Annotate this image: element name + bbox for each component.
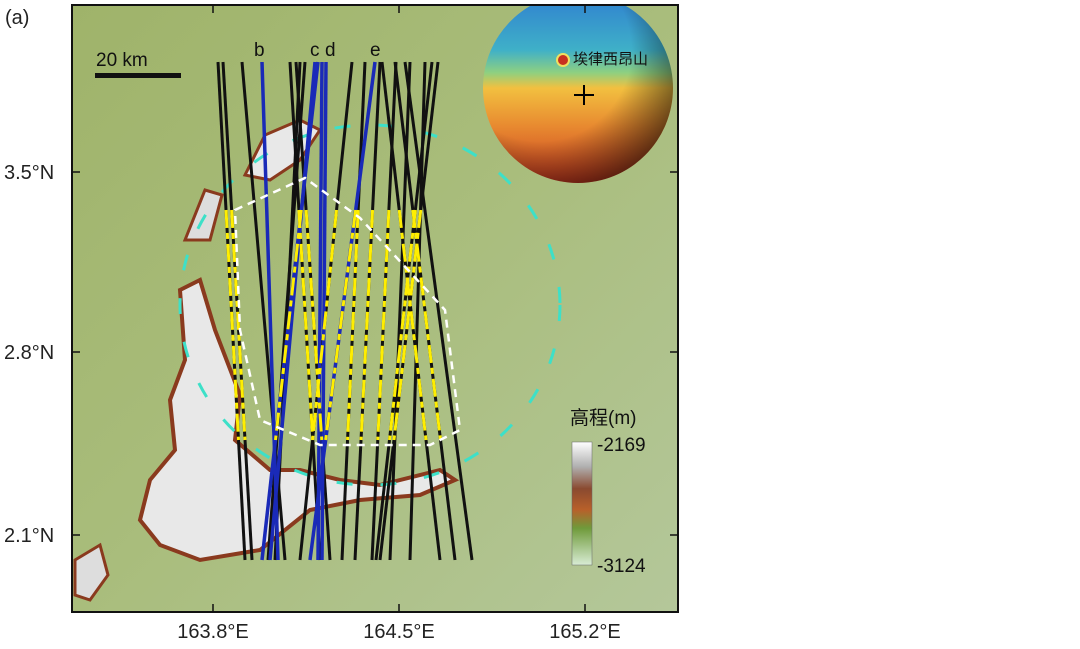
track-label: c [310,40,320,61]
colorbar-title: 高程(m) [570,407,636,429]
globe-label: 埃律西昂山 [573,51,648,68]
scale-bar-label: 20 km [96,50,148,71]
lat-label: 2.8°N [4,342,54,364]
detection-segment [397,209,428,441]
terrain-ridge [73,542,110,602]
detection-segment [274,209,303,441]
track [340,61,367,561]
track [380,61,442,561]
frame-ticks [72,5,678,612]
detection-segment [304,209,324,441]
track [216,61,247,561]
track [388,61,412,561]
colorbar-min: -3124 [597,556,646,577]
detection-segment [346,209,360,441]
colorbar [571,441,593,566]
track-selected [260,61,280,561]
study-area [233,176,462,447]
track [393,61,457,561]
detection-segment [388,209,417,441]
scale-bar [95,73,181,78]
detection-segment [224,209,240,441]
track-selected [320,61,328,561]
track [403,61,474,561]
track [353,61,382,561]
track [221,61,254,561]
boundary-ellipse [178,123,562,487]
track [378,61,440,561]
detection-segment [297,209,315,441]
detection-segment [311,209,339,441]
lon-label: 164.5°E [363,621,434,643]
detection-segment [324,209,358,441]
lon-label: 165.2°E [549,621,620,643]
track-label: e [370,40,381,61]
track-label: b [254,40,265,61]
track [408,61,427,561]
track-selected [316,61,324,561]
map [72,5,678,612]
track-selected [268,61,317,561]
volcano-marker [556,53,570,67]
terrain-ridge [182,188,224,242]
site-cross [574,85,594,105]
globe-shade [483,5,673,183]
detection-segment [230,209,247,441]
track-selected [308,61,377,561]
track-label: d [325,40,336,61]
lat-label: 2.1°N [4,525,54,547]
colorbar-max: -2169 [597,435,646,456]
map-frame [71,4,679,613]
lon-label: 163.8°E [177,621,248,643]
lat-label: 3.5°N [4,162,54,184]
tracks [216,61,474,561]
panel-label: (a) [5,7,29,29]
detection-segment [359,209,375,441]
track [298,61,354,561]
detection-segment [411,209,443,441]
